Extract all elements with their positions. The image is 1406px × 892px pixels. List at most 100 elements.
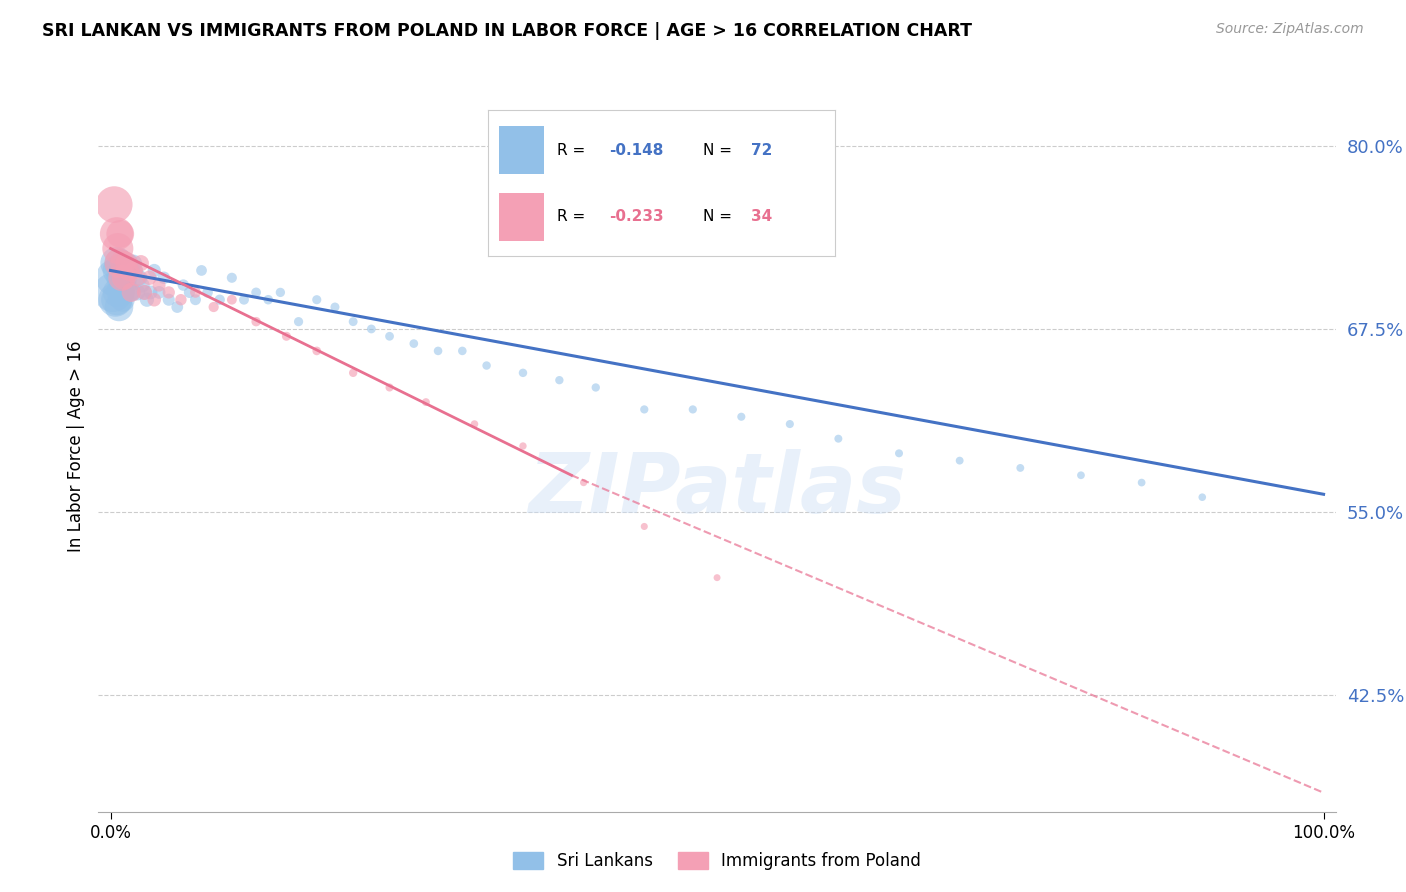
Point [105,227,128,241]
Point [127,285,149,300]
Point [110,270,132,285]
Point [585,380,607,394]
Point [120,263,142,277]
Point [110,285,132,300]
Point [166,300,188,314]
Point [118,256,141,270]
Point [179,285,201,300]
Point [1010,461,1032,475]
Point [287,315,309,329]
Point [202,300,225,314]
Point [108,256,131,270]
Point [633,402,655,417]
Point [110,285,132,300]
Point [122,263,145,277]
Point [124,263,146,277]
Point [572,475,595,490]
Point [221,270,243,285]
Point [378,329,401,343]
Point [1070,468,1092,483]
Point [104,293,127,307]
Point [138,270,160,285]
Legend: Sri Lankans, Immigrants from Poland: Sri Lankans, Immigrants from Poland [506,845,928,877]
Point [108,256,131,270]
Point [131,278,153,293]
Point [157,285,180,300]
Point [512,366,534,380]
Point [342,366,364,380]
Point [122,256,145,270]
Point [427,343,450,358]
Point [136,293,159,307]
Point [157,293,180,307]
Point [148,278,170,293]
Point [170,293,193,307]
Text: ZIPatlas: ZIPatlas [529,450,905,531]
Point [184,293,207,307]
Point [475,359,498,373]
Point [305,293,328,307]
Point [115,256,138,270]
Point [1130,475,1153,490]
Point [323,300,346,314]
Point [114,263,136,277]
Text: Source: ZipAtlas.com: Source: ZipAtlas.com [1216,22,1364,37]
Point [143,263,166,277]
Point [110,227,132,241]
Point [108,300,131,314]
Point [548,373,571,387]
Point [105,293,128,307]
Point [633,519,655,533]
Point [120,285,142,300]
Point [245,315,267,329]
Text: SRI LANKAN VS IMMIGRANTS FROM POLAND IN LABOR FORCE | AGE > 16 CORRELATION CHART: SRI LANKAN VS IMMIGRANTS FROM POLAND IN … [42,22,972,40]
Point [172,278,194,293]
Point [107,242,129,256]
Point [208,293,231,307]
Point [887,446,910,460]
Point [134,285,156,300]
Point [402,336,425,351]
Point [118,285,141,300]
Point [184,285,207,300]
Point [148,285,170,300]
Point [415,395,437,409]
Point [233,293,256,307]
Point [107,263,129,277]
Point [1191,490,1213,504]
Point [360,322,382,336]
Point [115,278,138,293]
Point [112,285,135,300]
Point [110,263,132,277]
Point [827,432,849,446]
Point [276,329,298,343]
Point [197,285,219,300]
Point [129,256,152,270]
Point [111,293,134,307]
Point [111,256,134,270]
Point [779,417,801,431]
Point [134,285,156,300]
Point [112,270,135,285]
Point [153,270,176,285]
Point [128,270,150,285]
Point [110,270,132,285]
Point [257,293,280,307]
Point [105,256,128,270]
Point [139,285,162,300]
Point [221,293,243,307]
Point [730,409,752,424]
Point [706,571,728,585]
Point [101,285,124,300]
Point [103,270,125,285]
Point [342,315,364,329]
Point [305,343,328,358]
Point [143,293,166,307]
Point [378,380,401,394]
Point [682,402,704,417]
Point [107,285,129,300]
Point [190,263,212,277]
Point [111,256,134,270]
Point [117,270,139,285]
Point [949,453,972,467]
